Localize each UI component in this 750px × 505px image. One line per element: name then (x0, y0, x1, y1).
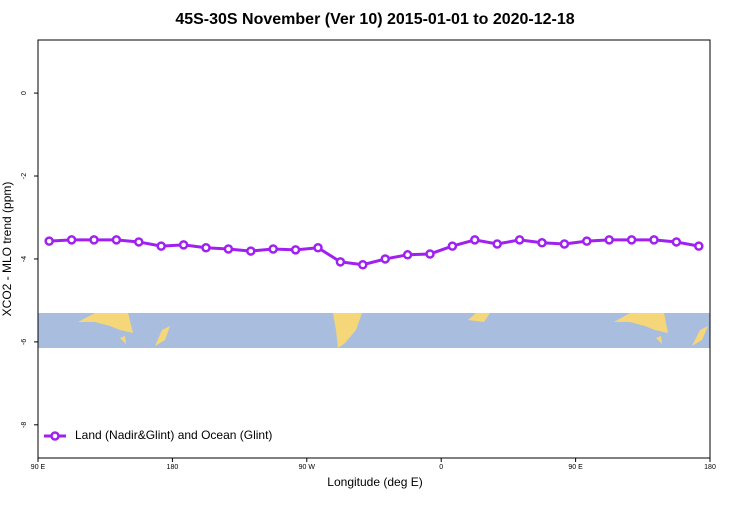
data-point (425, 249, 435, 259)
data-point (290, 245, 301, 255)
series-line (49, 238, 700, 267)
data-point (156, 241, 166, 251)
land (155, 326, 170, 346)
x-tick-label: 0 (439, 464, 443, 471)
data-point (582, 236, 592, 246)
data-point (537, 238, 547, 248)
y-tick-label: -2 (21, 173, 28, 179)
data-point (89, 235, 99, 245)
land (120, 336, 126, 344)
plot-frame (37, 39, 711, 459)
ocean (38, 313, 710, 348)
land (656, 336, 662, 344)
data-point (380, 254, 390, 264)
y-tick-label: -6 (21, 339, 28, 345)
legend-label: Land (Nadir&Glint) and Ocean (Glint) (75, 428, 272, 442)
data-point (604, 235, 614, 245)
map-band (38, 313, 710, 348)
x-axis-label: Longitude (deg E) (327, 475, 422, 489)
data-point (134, 237, 144, 247)
legend-marker (50, 431, 60, 441)
data-point (246, 246, 256, 256)
data-point (447, 241, 458, 251)
x-tick-label: 180 (704, 464, 716, 471)
data-point (470, 235, 480, 245)
data-point (66, 235, 77, 245)
y-tick-label: -4 (21, 256, 28, 262)
data-point (492, 239, 502, 249)
data-point (335, 257, 346, 267)
data-point (626, 235, 637, 245)
data-point (223, 244, 234, 254)
y-axis-label: XCO2 - MLO trend (ppm) (0, 182, 14, 317)
data-point (44, 236, 54, 246)
data-point (313, 243, 323, 253)
land (468, 313, 490, 322)
y-tick-label: 0 (21, 91, 28, 95)
chart-title: 45S-30S November (Ver 10) 2015-01-01 to … (175, 11, 574, 28)
x-tick-label: 180 (167, 464, 179, 471)
land (692, 326, 708, 346)
data-point (178, 240, 189, 250)
data-point (402, 250, 413, 260)
land (78, 313, 133, 333)
land (333, 313, 362, 348)
data-point (201, 243, 211, 253)
data-point (514, 235, 525, 245)
data-point (111, 235, 122, 245)
x-tick-label: 90 E (568, 464, 583, 471)
data-point (694, 241, 704, 251)
land (614, 313, 668, 333)
data-point (268, 244, 278, 254)
x-tick-label: 90 E (31, 464, 46, 471)
data-point (671, 237, 682, 247)
data-point (559, 239, 570, 249)
data-point (649, 235, 659, 245)
x-tick-label: 90 W (299, 464, 316, 471)
data-point (358, 260, 368, 270)
y-tick-label: -8 (21, 422, 28, 428)
